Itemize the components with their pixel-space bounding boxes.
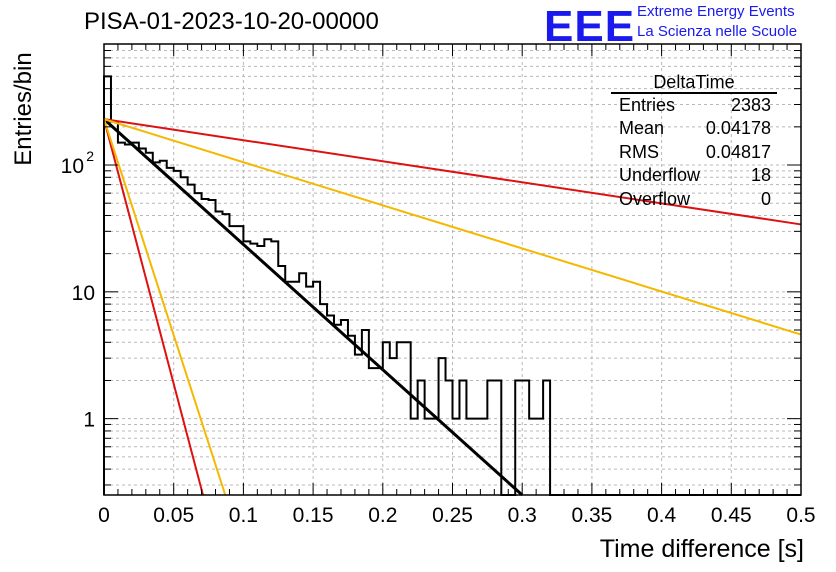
x-tick-label: 0.45	[711, 504, 752, 527]
stats-label: Underflow	[619, 165, 701, 186]
eee-logo: EEE	[544, 2, 636, 51]
stats-value: 0.04817	[705, 141, 771, 162]
x-tick-label: 0.2	[368, 504, 397, 527]
fit-line-4	[103, 118, 227, 496]
x-axis-label: Time difference [s]	[599, 535, 804, 563]
x-tick-label: 0.5	[786, 504, 815, 527]
stats-row-mean: Mean 0.04178	[611, 117, 779, 140]
y-tick-exponent: 2	[86, 148, 94, 164]
stats-value: 2383	[730, 95, 771, 115]
x-tick-label: 0.05	[153, 504, 194, 527]
fit-line-0	[102, 118, 524, 497]
stats-row-overflow: Overflow 0	[611, 188, 779, 211]
stats-row-underflow: Underflow 18	[611, 164, 779, 187]
fit-line-1	[103, 118, 802, 226]
stats-box-title: DeltaTime	[611, 72, 777, 94]
chart-title: PISA-01-2023-10-20-00000	[84, 8, 379, 35]
axes: 0 0.05 0.1 0.15 0.2 0.25 0.3 0.35 0.4 0.45 0.5 1 10 1…	[61, 43, 816, 527]
y-tick-label: 10	[61, 155, 84, 178]
fit-line-2	[103, 118, 204, 496]
stats-label: Entries	[619, 95, 676, 115]
stats-value: 0.04178	[705, 118, 771, 139]
x-tick-label: 0	[98, 504, 110, 527]
logo-subtitle-line2: La Scienza nelle Scuole	[637, 23, 798, 40]
stats-label: RMS	[619, 141, 659, 162]
y-tick-label: 10	[72, 282, 95, 305]
x-tick-label: 0.3	[508, 504, 537, 527]
logo-subtitle-line1: Extreme Energy Events	[637, 3, 795, 20]
stats-label: Overflow	[619, 188, 691, 209]
x-tick-label: 0.1	[229, 504, 258, 527]
stats-row-rms: RMS 0.04817	[611, 141, 779, 164]
stats-value: 0	[760, 188, 771, 209]
x-tick-label: 0.15	[293, 504, 334, 527]
plot-area	[102, 75, 802, 497]
stats-box: DeltaTime Entries 2383 Mean 0.04178 RMS …	[611, 72, 779, 211]
x-tick-label: 0.4	[647, 504, 677, 527]
fit-line-3	[103, 118, 802, 336]
x-tick-label: 0.25	[432, 504, 473, 527]
y-axis-label: Entries/bin	[10, 52, 37, 166]
stats-value: 18	[750, 165, 771, 186]
stats-row-entries: Entries 2383	[611, 94, 779, 117]
y-tick-label: 1	[83, 409, 95, 432]
stats-label: Mean	[619, 118, 665, 139]
x-tick-label: 0.35	[571, 504, 612, 527]
plot-frame	[103, 43, 802, 496]
